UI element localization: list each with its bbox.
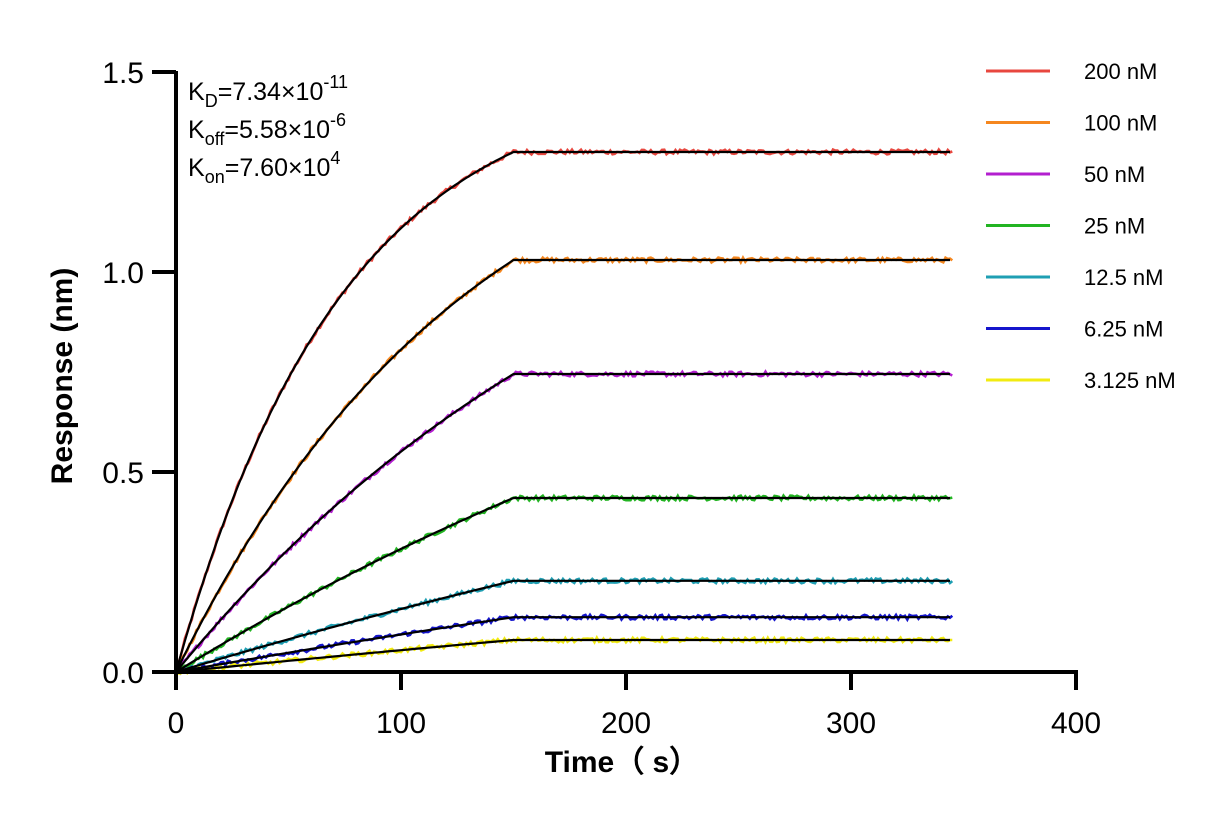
kinetic-exponent: 4 [330, 148, 340, 168]
kinetic-symbol: K [188, 116, 205, 144]
y-tick-label: 0.0 [102, 657, 144, 690]
kinetic-subscript: D [205, 91, 218, 111]
legend-label: 12.5 nM [1084, 265, 1164, 290]
kinetic-subscript: on [205, 167, 225, 187]
fit-line [175, 616, 950, 674]
legend-label: 100 nM [1084, 111, 1157, 136]
kinetic-exponent: -6 [330, 110, 346, 130]
fit-line [175, 579, 950, 674]
series-layer [174, 147, 954, 676]
x-tick-label: 0 [168, 707, 185, 740]
series-line [174, 369, 953, 673]
kinetic-constant: KD=7.34×10-11 [188, 72, 348, 111]
legend-label: 3.125 nM [1084, 368, 1176, 393]
y-tick-label: 0.5 [102, 457, 144, 490]
fit-line [175, 372, 950, 673]
fit-line [174, 150, 950, 673]
kinetic-exponent: -11 [323, 72, 348, 92]
kinetic-value: =5.58×10 [224, 116, 330, 144]
x-axis-title: Time（ s） [545, 745, 700, 779]
fit-line [175, 496, 950, 673]
x-tick-label: 200 [601, 707, 651, 740]
x-tick-label: 100 [376, 707, 426, 740]
axis-ticks: 0 100 200 300 400 0.0 0.5 1.0 1.5 [102, 57, 1101, 740]
x-tick-label: 300 [826, 707, 876, 740]
kinetic-symbol: K [188, 154, 205, 182]
kinetic-value: =7.34×10 [218, 78, 324, 106]
y-axis-title: Response (nm) [46, 268, 79, 485]
fit-layer [174, 150, 950, 674]
series-line [174, 255, 954, 673]
kinetic-value: =7.60×10 [225, 154, 331, 182]
y-tick-label: 1.5 [102, 57, 144, 90]
kinetic-subscript: off [205, 129, 226, 149]
legend-label: 25 nM [1084, 214, 1145, 239]
legend-label: 200 nM [1084, 59, 1157, 84]
legend-label: 50 nM [1084, 162, 1145, 187]
legend-label: 6.25 nM [1084, 317, 1164, 342]
y-tick-label: 1.0 [102, 257, 144, 290]
fit-line [175, 638, 950, 674]
series-line [175, 634, 953, 676]
legend: 200 nM 100 nM 50 nM 25 nM 12.5 nM 6.25 nM 3.12… [986, 59, 1176, 393]
fit-line [175, 258, 950, 673]
kinetic-constant: Koff=5.58×10-6 [188, 110, 346, 149]
x-tick-label: 400 [1051, 707, 1101, 740]
kinetic-symbol: K [188, 78, 205, 106]
series-line [174, 147, 953, 673]
kinetic-constant: Kon=7.60×104 [188, 148, 340, 187]
series-line [175, 612, 954, 676]
